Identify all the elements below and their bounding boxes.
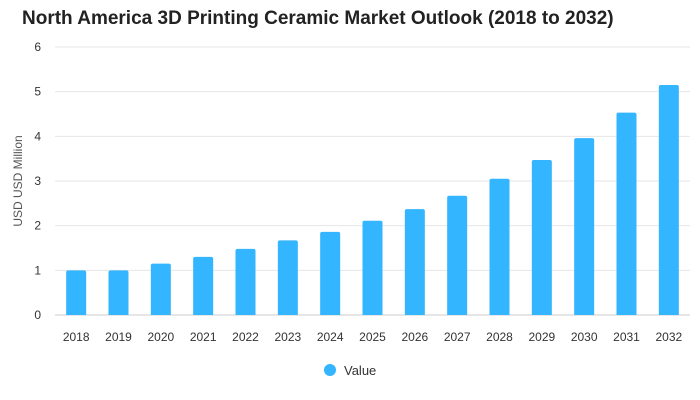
y-tick-label: 2 — [34, 219, 41, 233]
bar-2030[interactable] — [574, 138, 595, 315]
y-tick-label: 5 — [34, 85, 41, 99]
x-tick-label: 2019 — [105, 330, 132, 344]
x-tick-label: 2024 — [317, 330, 344, 344]
x-tick-label: 2027 — [444, 330, 471, 344]
y-tick-label: 0 — [34, 308, 41, 322]
x-tick-label: 2029 — [528, 330, 555, 344]
x-tick-label: 2025 — [359, 330, 386, 344]
x-tick-label: 2022 — [232, 330, 259, 344]
bar-2024[interactable] — [320, 231, 341, 315]
y-tick-label: 6 — [34, 40, 41, 54]
x-tick-label: 2032 — [655, 330, 682, 344]
legend-label: Value — [344, 363, 376, 378]
x-tick-label: 2030 — [571, 330, 598, 344]
y-tick-label: 4 — [34, 129, 41, 143]
x-tick-label: 2021 — [190, 330, 217, 344]
y-axis-tick-labels: 0 1 2 3 4 5 6 — [34, 40, 41, 322]
x-tick-label: 2018 — [63, 330, 90, 344]
bars — [66, 84, 679, 315]
x-tick-label: 2023 — [274, 330, 301, 344]
bar-2022[interactable] — [235, 248, 256, 315]
bar-2026[interactable] — [404, 209, 425, 315]
bar-2027[interactable] — [447, 195, 468, 315]
bar-2029[interactable] — [531, 160, 552, 315]
bar-2025[interactable] — [362, 220, 383, 315]
legend[interactable]: Value — [324, 363, 376, 378]
x-axis-tick-labels: 2018 2019 2020 2021 2022 2023 2024 2025 2026 2027… — [63, 330, 683, 344]
x-tick-label: 2020 — [147, 330, 174, 344]
bar-2023[interactable] — [277, 240, 298, 315]
y-tick-label: 1 — [34, 263, 41, 277]
bar-2031[interactable] — [616, 112, 637, 315]
y-tick-label: 3 — [34, 174, 41, 188]
y-axis-label: USD USD Million — [11, 135, 25, 226]
bar-2028[interactable] — [489, 178, 510, 315]
legend-marker — [324, 364, 336, 376]
bar-2019[interactable] — [108, 270, 129, 315]
x-tick-label: 2028 — [486, 330, 513, 344]
bar-2021[interactable] — [193, 256, 214, 315]
bar-2018[interactable] — [66, 270, 87, 315]
x-tick-label: 2026 — [401, 330, 428, 344]
bar-2020[interactable] — [150, 263, 171, 315]
x-tick-label: 2031 — [613, 330, 640, 344]
bar-2032[interactable] — [658, 84, 679, 315]
chart-title: North America 3D Printing Ceramic Market… — [22, 8, 614, 29]
